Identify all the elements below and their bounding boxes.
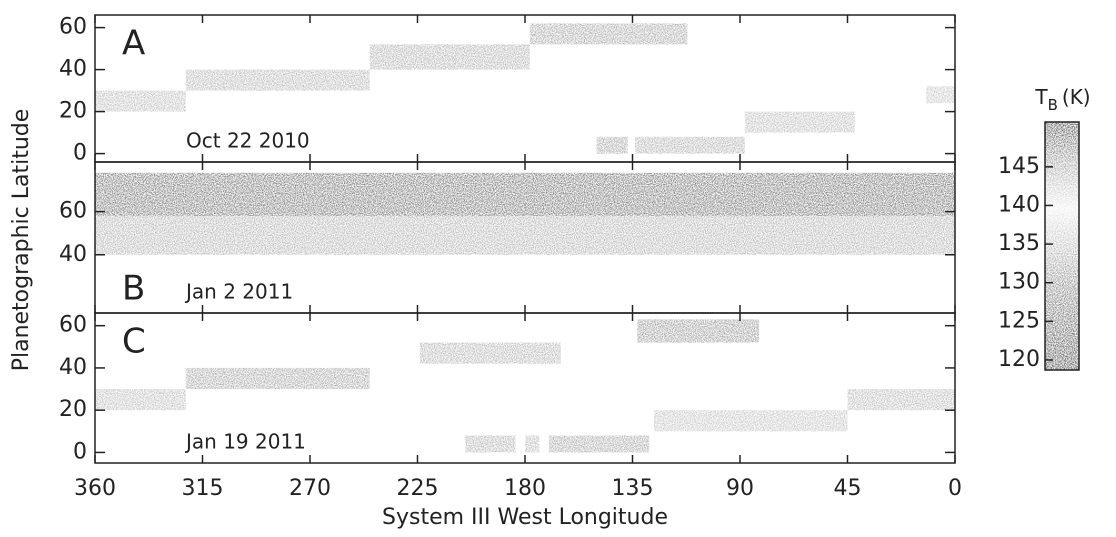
strip — [847, 389, 955, 411]
y-tick-label: 60 — [59, 199, 87, 224]
strip — [95, 172, 955, 216]
x-tick-label: 180 — [504, 476, 546, 501]
y-tick-label: 0 — [73, 141, 87, 166]
x-tick-label: 0 — [948, 476, 962, 501]
colorbar-unit: (K) — [1062, 85, 1091, 109]
y-tick-label: 60 — [59, 313, 87, 338]
colorbar-tick-label: 130 — [998, 270, 1040, 295]
panel-letter: A — [122, 24, 145, 64]
colorbar-tick-label: 135 — [998, 231, 1040, 256]
x-tick-label: 315 — [182, 476, 224, 501]
x-tick-label: 225 — [397, 476, 439, 501]
y-tick-label: 20 — [59, 397, 87, 422]
x-tick-label: 135 — [612, 476, 654, 501]
panel-date: Oct 22 2010 — [186, 129, 310, 153]
strip — [744, 111, 855, 133]
colorbar-frame — [1044, 121, 1080, 371]
x-tick-label: 360 — [74, 476, 116, 501]
panel-date: Jan 2 2011 — [184, 280, 293, 304]
strip — [185, 69, 370, 91]
colorbar-tick-label: 120 — [998, 347, 1040, 372]
strip — [369, 44, 530, 70]
strip — [465, 435, 516, 453]
y-tick-label: 40 — [59, 355, 87, 380]
colorbar-subscript: B — [1048, 96, 1058, 114]
x-tick-label: 270 — [289, 476, 331, 501]
strip — [95, 389, 186, 411]
strip — [548, 435, 650, 453]
colorbar-tick-label: 145 — [998, 154, 1040, 179]
strip — [654, 410, 848, 432]
y-tick-label: 40 — [59, 242, 87, 267]
x-tick-label: 45 — [834, 476, 862, 501]
strip — [926, 86, 955, 104]
strip — [95, 215, 955, 255]
strip — [529, 23, 688, 45]
strip — [185, 367, 370, 390]
y-tick-label: 20 — [59, 99, 87, 124]
y-tick-label: 60 — [59, 15, 87, 40]
strip — [419, 342, 561, 364]
y-tick-label: 40 — [59, 57, 87, 82]
strip — [525, 435, 540, 453]
x-tick-label: 90 — [726, 476, 754, 501]
colorbar-tick-label: 140 — [998, 192, 1040, 217]
panel-date: Jan 19 2011 — [184, 430, 306, 454]
colorbar-title: TB (K) — [1034, 85, 1090, 114]
strip — [596, 136, 628, 154]
colorbar — [1045, 122, 1079, 370]
x-axis-title: System III West Longitude — [382, 505, 668, 530]
strip — [634, 136, 745, 154]
colorbar-symbol: T — [1034, 85, 1048, 109]
panel-letter: C — [122, 322, 146, 362]
panel-letter: B — [122, 269, 145, 309]
y-tick-label: 0 — [73, 439, 87, 464]
colorbar-tick-label: 125 — [998, 308, 1040, 333]
y-axis-title: Planetographic Latitude — [9, 109, 34, 372]
strip — [95, 90, 186, 112]
strip — [637, 319, 760, 343]
